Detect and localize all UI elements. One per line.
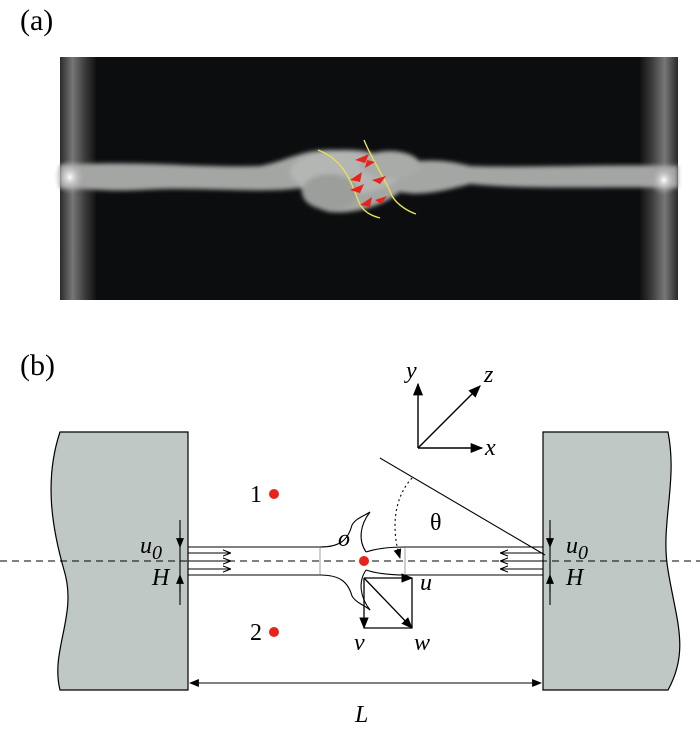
z-axis-arrow [417,385,481,449]
right-bright-spot [650,164,678,196]
left-bright-spot [54,159,86,195]
red-arrow [375,196,387,204]
origin-point [359,556,369,566]
theta-label: θ [430,510,442,536]
point-2-label: 2 [250,620,262,646]
panel-b-label: (b) [20,349,55,382]
left-wall [50,431,189,691]
u0-right-label: u0 [566,533,588,564]
red-arrow [372,176,386,184]
red-arrow [355,154,369,163]
u-label: u [420,570,432,596]
point-1-marker [269,489,279,499]
red-arrow [350,184,364,193]
point-2-marker [269,627,279,637]
panel-a-label: (a) [20,4,53,37]
w-label: w [414,630,430,656]
fibre-bundle [60,150,678,213]
H-left-label: H [151,565,171,591]
theta-arc [393,477,413,559]
v-label: v [354,630,365,656]
red-arrows [350,154,387,207]
velocity-vectors [359,573,414,630]
w-vector [363,577,413,629]
point-1-label: 1 [250,482,262,508]
coordinate-axes [412,382,484,454]
microscope-image [54,57,678,300]
origin-label: o [338,526,350,552]
red-arrow [350,172,362,182]
theta-construction [379,457,546,559]
right-wall [542,431,681,691]
right-inflow-arrows [501,553,543,569]
z-axis-label: z [483,362,494,388]
yellow-curve-right [363,139,417,215]
x-axis-label: x [484,435,496,461]
H-right-label: H [565,565,585,591]
yellow-curve-left [317,149,381,219]
inclined-line [379,457,546,556]
left-inflow-arrows [188,553,230,569]
L-label: L [354,702,368,728]
u0-left-label: u0 [140,533,162,564]
red-arrow [360,197,372,207]
red-arrow [365,160,375,168]
y-axis-label: y [404,358,417,384]
